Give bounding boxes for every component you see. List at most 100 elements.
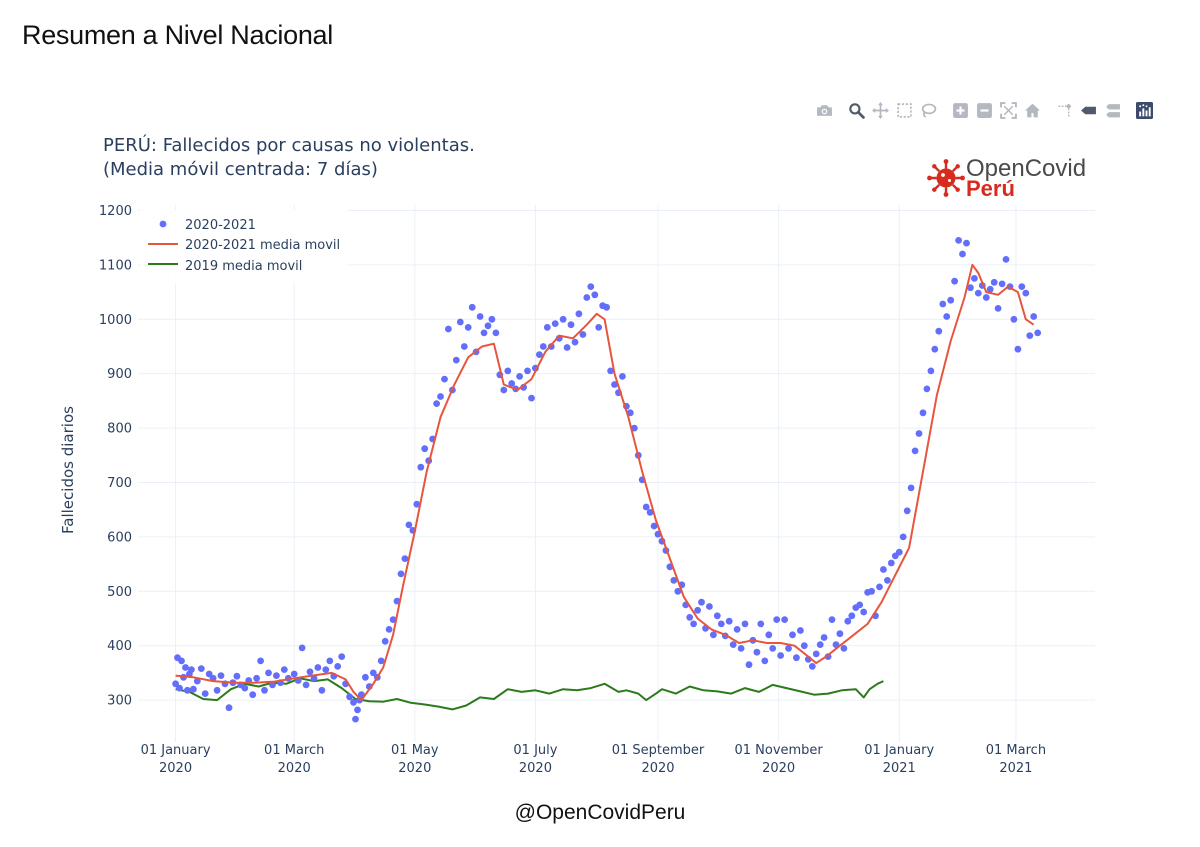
data-point: [579, 331, 587, 338]
legend-item-daily[interactable]: 2020-2021: [159, 218, 256, 233]
pan-icon[interactable]: [868, 99, 892, 121]
data-point: [298, 644, 306, 652]
data-point: [280, 666, 288, 673]
data-point: [793, 654, 800, 662]
data-point: [354, 706, 361, 714]
spike-lines-icon[interactable]: [1052, 99, 1076, 121]
data-point: [205, 670, 213, 678]
data-point: [536, 351, 543, 358]
data-point: [273, 672, 280, 679]
data-point: [1014, 345, 1022, 353]
data-point: [338, 653, 346, 660]
logo-text-peru: Perú: [966, 176, 1015, 201]
chart-title-line2: (Media móvil centrada: 7 días): [103, 159, 378, 180]
data-point: [773, 616, 781, 623]
data-point: [377, 657, 385, 665]
chart-title-line1: PERÚ: Fallecidos por causas no violentas…: [103, 134, 475, 156]
data-point: [575, 310, 583, 318]
camera-icon[interactable]: [812, 99, 836, 121]
x-tick-label: 01 May: [391, 743, 439, 758]
data-point: [812, 650, 820, 658]
autoscale-icon[interactable]: [996, 99, 1020, 121]
data-point: [261, 686, 268, 694]
y-tick-label: 800: [107, 422, 132, 437]
data-point: [356, 696, 363, 704]
data-point: [919, 409, 927, 417]
data-point: [543, 324, 551, 331]
data-point: [488, 315, 496, 323]
x-tick-year: 2020: [159, 761, 192, 776]
data-point: [176, 684, 183, 692]
legend-marker-daily: [159, 220, 167, 228]
data-point: [887, 559, 895, 567]
data-point: [381, 637, 389, 645]
x-tick-year: 2020: [762, 761, 795, 776]
data-point: [397, 570, 405, 578]
data-point: [233, 672, 241, 680]
data-point: [1022, 289, 1030, 297]
data-point: [583, 294, 591, 301]
plotly-logo-icon[interactable]: [1132, 99, 1156, 121]
reset-axes-icon[interactable]: [1020, 99, 1044, 121]
data-point: [441, 375, 448, 383]
data-point: [456, 318, 464, 326]
data-point: [500, 386, 508, 394]
data-point: [385, 626, 393, 633]
data-point: [290, 670, 298, 678]
y-axis-title: Fallecidos diarios: [59, 406, 77, 534]
zoom-in-icon[interactable]: [948, 99, 972, 121]
data-point: [1018, 283, 1026, 290]
data-point: [880, 566, 887, 573]
x-tick-year: 2020: [398, 761, 431, 776]
x-tick-year: 2020: [641, 761, 674, 776]
zoom-icon[interactable]: [844, 99, 868, 121]
x-tick-year: 2020: [519, 761, 552, 776]
lasso-select-icon[interactable]: [916, 99, 940, 121]
data-point: [567, 321, 575, 329]
data-point: [998, 280, 1006, 288]
data-point: [717, 620, 725, 628]
data-point: [193, 677, 201, 685]
logo-text-opencovid: OpenCovid: [966, 155, 1086, 182]
data-point: [310, 674, 318, 682]
legend-item-ma2019[interactable]: 2019 media movil: [148, 259, 302, 274]
x-tick-label: 01 July: [513, 743, 557, 758]
data-point: [314, 664, 322, 671]
hover-compare-icon[interactable]: [1100, 99, 1124, 121]
legend: 2020-2021 2020-2021 media movil 2019 med…: [140, 210, 348, 284]
data-point: [437, 393, 444, 400]
data-point: [797, 627, 804, 634]
data-point: [915, 430, 923, 437]
x-axis-ticks: 01 January 2020 01 March 2020 01 May 2020 01 J…: [141, 743, 1046, 776]
x-tick-label: 01 March: [264, 743, 324, 758]
hover-closest-icon[interactable]: [1076, 99, 1100, 121]
data-point: [445, 325, 452, 333]
legend-item-ma[interactable]: 2020-2021 media movil: [148, 238, 340, 253]
data-point: [800, 642, 808, 650]
data-point: [816, 641, 824, 648]
data-point: [1034, 329, 1042, 337]
box-select-icon[interactable]: [892, 99, 916, 121]
data-point: [951, 277, 958, 285]
series-line-2019-ma: [175, 677, 884, 711]
data-point: [172, 680, 180, 688]
data-point: [350, 698, 357, 706]
data-point: [417, 463, 425, 471]
data-point: [844, 617, 852, 625]
data-point: [591, 291, 599, 299]
zoom-out-icon[interactable]: [972, 99, 996, 121]
data-point: [860, 608, 868, 616]
data-point: [820, 634, 828, 641]
y-tick-label: 400: [107, 639, 132, 654]
data-point: [899, 533, 907, 541]
data-point: [318, 686, 326, 694]
data-point: [484, 322, 492, 330]
data-point: [994, 305, 1002, 312]
data-point: [201, 690, 209, 697]
data-point: [241, 684, 249, 692]
data-point: [876, 583, 883, 591]
data-point: [982, 294, 990, 301]
data-point: [346, 693, 353, 701]
data-point: [607, 367, 614, 375]
